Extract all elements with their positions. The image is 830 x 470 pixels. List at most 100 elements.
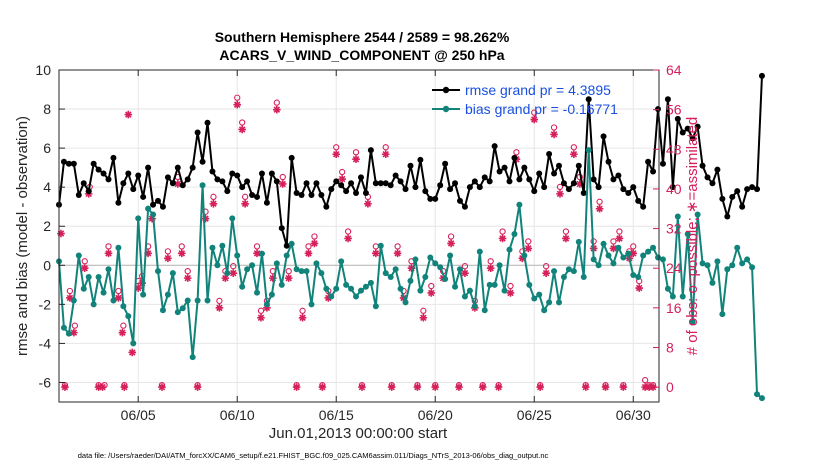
y-tick-label: -6 xyxy=(39,374,52,390)
obs-possible-marker xyxy=(499,228,506,235)
rmse-point xyxy=(630,184,637,191)
obs-assimilated-marker xyxy=(148,214,156,223)
rmse-point xyxy=(184,176,191,183)
rmse-point xyxy=(481,174,488,181)
bias-point xyxy=(481,307,488,314)
bias-point xyxy=(615,244,622,251)
y-tick-label: 6 xyxy=(43,140,51,156)
rmse-point xyxy=(714,166,721,173)
rmse-point xyxy=(239,184,246,191)
obs-assimilated-marker xyxy=(461,269,469,277)
rmse-point xyxy=(407,162,414,169)
rmse-point xyxy=(254,193,261,200)
bias-point xyxy=(674,213,681,220)
rmse-point xyxy=(179,182,186,189)
right-y-tick-label: 64 xyxy=(666,62,682,78)
rmse-point xyxy=(724,213,731,220)
bias-point xyxy=(556,299,562,306)
obs-possible-marker xyxy=(333,144,340,151)
bias-point xyxy=(516,201,523,208)
rmse-point xyxy=(298,191,305,198)
gridlines xyxy=(59,69,659,402)
bias-point xyxy=(150,211,157,218)
rmse-point xyxy=(348,180,355,187)
right-y-tick-label: 56 xyxy=(666,102,682,118)
obs-assimilated-marker xyxy=(94,383,103,391)
obs-possible-marker xyxy=(279,173,286,181)
rmse-point xyxy=(600,133,607,140)
rmse-point xyxy=(625,190,632,197)
rmse-point xyxy=(323,203,330,210)
obs-possible-marker xyxy=(507,282,514,290)
rmse-point xyxy=(511,154,518,161)
bias-point xyxy=(313,260,320,267)
bias-point xyxy=(719,311,726,318)
obs-assimilated-marker xyxy=(229,269,238,277)
bias-point xyxy=(229,215,236,222)
bias-point xyxy=(565,266,572,273)
bias-point xyxy=(466,287,473,294)
bias-point xyxy=(110,297,117,304)
rmse-point xyxy=(744,186,751,193)
bias-point xyxy=(704,262,711,269)
bias-point xyxy=(283,252,290,259)
rmse-point xyxy=(437,182,444,189)
obs-possible-marker xyxy=(382,144,389,151)
obs-assimilated-marker xyxy=(427,289,436,297)
series-lines xyxy=(56,72,765,402)
bias-point xyxy=(407,277,414,284)
y-tick-label: 0 xyxy=(43,257,51,273)
bias-point xyxy=(729,262,736,269)
rmse-point xyxy=(392,172,399,179)
obs-assimilated-marker xyxy=(158,383,166,391)
bias-point xyxy=(80,285,87,292)
obs-assimilated-marker xyxy=(233,100,242,109)
bias-point xyxy=(714,258,721,265)
plot-area xyxy=(59,70,659,402)
rmse-point xyxy=(357,174,364,181)
rmse-point xyxy=(560,180,567,187)
obs-assimilated-marker xyxy=(601,383,610,391)
rmse-point xyxy=(70,160,77,167)
rmse-point xyxy=(367,147,374,154)
rmse-point xyxy=(353,190,360,197)
bias-point xyxy=(159,307,166,314)
rmse-point xyxy=(526,176,533,183)
obs-assimilated-marker xyxy=(124,110,133,119)
obs-possible-marker xyxy=(216,297,223,305)
rmse-point xyxy=(258,170,265,177)
obs-assimilated-marker xyxy=(332,150,341,159)
bias-point xyxy=(338,258,345,265)
obs-assimilated-marker xyxy=(387,383,396,391)
bias-point xyxy=(570,268,577,275)
obs-assimilated-marker xyxy=(478,383,487,391)
bias-point xyxy=(318,270,325,277)
obs-assimilated-marker xyxy=(263,304,271,312)
bias-point xyxy=(333,285,340,292)
obs-assimilated-marker xyxy=(253,249,261,258)
obs-assimilated-marker xyxy=(556,190,564,198)
rmse-point xyxy=(531,188,538,195)
legend-rmse-marker xyxy=(442,86,450,94)
obs-assimilated-marker xyxy=(619,383,628,391)
rmse-point xyxy=(155,197,162,204)
bias-point xyxy=(348,285,355,292)
obs-possible-marker xyxy=(420,307,427,314)
bias-point xyxy=(70,297,77,304)
obs-possible-marker xyxy=(344,228,352,235)
obs-possible-marker xyxy=(257,307,265,314)
obs-assimilated-marker xyxy=(344,234,352,243)
bias-point xyxy=(620,254,627,261)
rmse-point xyxy=(506,178,513,185)
bias-point xyxy=(422,274,429,281)
bias-point xyxy=(263,301,270,308)
bias-point xyxy=(377,242,384,249)
bias-point xyxy=(362,283,369,290)
bias-point xyxy=(234,252,241,259)
obs-possible-marker xyxy=(253,243,261,250)
obs-assimilated-marker xyxy=(118,328,127,337)
obs-assimilated-marker xyxy=(98,383,107,391)
plot-frame xyxy=(58,69,660,403)
obs-assimilated-marker xyxy=(164,254,172,263)
